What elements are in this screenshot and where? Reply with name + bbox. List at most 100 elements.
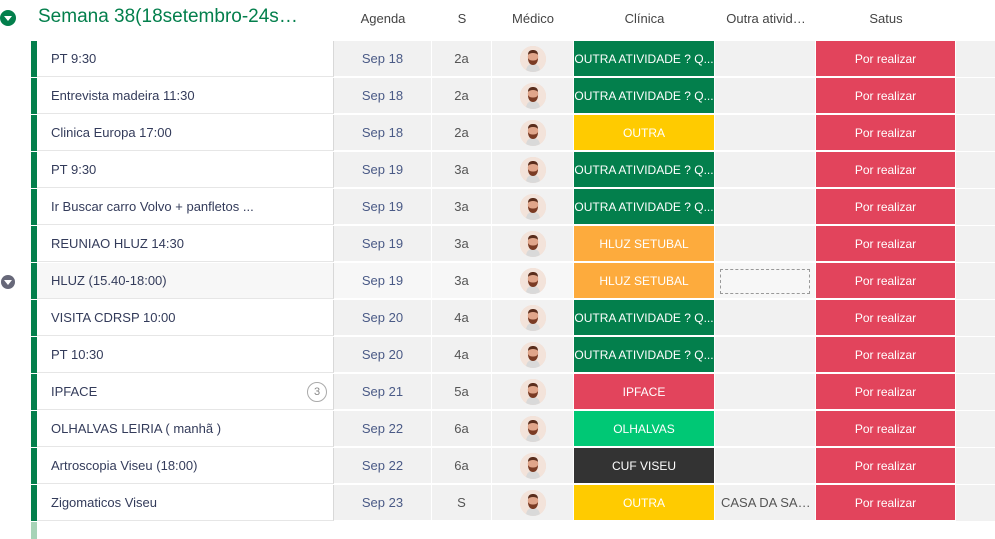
status-cell[interactable]: Por realizar <box>816 300 956 336</box>
collapse-group-icon[interactable] <box>0 10 16 26</box>
item-name-cell[interactable]: Clinica Europa 17:00 <box>37 115 334 151</box>
outra-atividade-cell[interactable] <box>715 300 816 336</box>
status-cell[interactable]: Por realizar <box>816 374 956 410</box>
item-name-cell[interactable]: VISITA CDRSP 10:00 <box>37 300 334 336</box>
agenda-date-cell[interactable]: Sep 23 <box>334 485 432 521</box>
table-row[interactable]: VISITA CDRSP 10:00 Sep 20 4a OUTRA ATIVIDAD… <box>0 300 995 337</box>
item-name[interactable]: VISITA CDRSP 10:00 <box>51 310 176 325</box>
weekday-cell[interactable]: 2a <box>432 78 492 114</box>
status-cell[interactable]: Por realizar <box>816 226 956 262</box>
agenda-date-cell[interactable]: Sep 18 <box>334 115 432 151</box>
table-row[interactable]: HLUZ (15.40-18:00) Sep 19 3a HLUZ SETUBAL Po… <box>0 263 995 300</box>
clinica-status-cell[interactable]: OUTRA <box>574 115 715 151</box>
agenda-date-cell[interactable]: Sep 18 <box>334 41 432 77</box>
item-name-cell[interactable]: PT 9:30 <box>37 41 334 77</box>
item-name[interactable]: Ir Buscar carro Volvo + panfletos ... <box>51 199 254 214</box>
table-row[interactable]: IPFACE 3 Sep 21 5a IPFACE Por realizar <box>0 374 995 411</box>
agenda-date-cell[interactable]: Sep 18 <box>334 78 432 114</box>
table-row[interactable]: Artroscopia Viseu (18:00) Sep 22 6a CUF VIS… <box>0 448 995 485</box>
table-row[interactable]: PT 9:30 Sep 19 3a OUTRA ATIVIDADE ? Q... Por… <box>0 152 995 189</box>
agenda-date-cell[interactable]: Sep 22 <box>334 448 432 484</box>
outra-atividade-cell[interactable] <box>715 374 816 410</box>
table-row[interactable]: Entrevista madeira 11:30 Sep 18 2a OUTRA AT… <box>0 78 995 115</box>
medico-person-cell[interactable] <box>492 152 574 188</box>
item-name[interactable]: REUNIAO HLUZ 14:30 <box>51 236 184 251</box>
medico-person-cell[interactable] <box>492 226 574 262</box>
table-row[interactable]: PT 10:30 Sep 20 4a OUTRA ATIVIDADE ? Q... Po… <box>0 337 995 374</box>
item-name[interactable]: Artroscopia Viseu (18:00) <box>51 458 198 473</box>
weekday-cell[interactable]: 2a <box>432 115 492 151</box>
agenda-date-cell[interactable]: Sep 20 <box>334 300 432 336</box>
medico-person-cell[interactable] <box>492 263 574 299</box>
outra-atividade-cell[interactable] <box>715 41 816 77</box>
item-name[interactable]: OLHALVAS LEIRIA ( manhã ) <box>51 421 222 436</box>
medico-person-cell[interactable] <box>492 189 574 225</box>
column-header-clinica[interactable]: Clínica <box>624 11 665 26</box>
column-header-outra-atividade[interactable]: Outra ativid… <box>726 11 806 26</box>
outra-atividade-cell[interactable]: CASA DA SAU... <box>715 485 816 521</box>
item-name-cell[interactable]: Entrevista madeira 11:30 <box>37 78 334 114</box>
outra-atividade-cell[interactable] <box>715 411 816 447</box>
table-row[interactable]: REUNIAO HLUZ 14:30 Sep 19 3a HLUZ SETUBAL Po… <box>0 226 995 263</box>
item-name-cell[interactable]: PT 9:30 <box>37 152 334 188</box>
status-cell[interactable]: Por realizar <box>816 78 956 114</box>
weekday-cell[interactable]: 5a <box>432 374 492 410</box>
weekday-cell[interactable]: 2a <box>432 41 492 77</box>
column-header-status[interactable]: Satus <box>869 11 903 26</box>
medico-person-cell[interactable] <box>492 78 574 114</box>
agenda-date-cell[interactable]: Sep 21 <box>334 374 432 410</box>
agenda-date-cell[interactable]: Sep 19 <box>334 189 432 225</box>
clinica-status-cell[interactable]: OLHALVAS <box>574 411 715 447</box>
column-header-s[interactable]: S <box>457 11 467 26</box>
add-item-row[interactable] <box>31 522 331 539</box>
weekday-cell[interactable]: 3a <box>432 189 492 225</box>
medico-person-cell[interactable] <box>492 41 574 77</box>
item-name-cell[interactable]: IPFACE 3 <box>37 374 334 410</box>
status-cell[interactable]: Por realizar <box>816 189 956 225</box>
text-edit-placeholder[interactable] <box>720 269 810 294</box>
item-name[interactable]: IPFACE <box>51 384 98 399</box>
clinica-status-cell[interactable]: CUF VISEU <box>574 448 715 484</box>
item-name[interactable]: PT 9:30 <box>51 51 97 66</box>
updates-count-badge[interactable]: 3 <box>307 382 327 402</box>
agenda-date-cell[interactable]: Sep 19 <box>334 152 432 188</box>
clinica-status-cell[interactable]: HLUZ SETUBAL <box>574 263 715 299</box>
clinica-status-cell[interactable]: OUTRA <box>574 485 715 521</box>
outra-atividade-cell[interactable] <box>715 337 816 373</box>
item-name-cell[interactable]: OLHALVAS LEIRIA ( manhã ) <box>37 411 334 447</box>
weekday-cell[interactable]: 3a <box>432 263 492 299</box>
status-cell[interactable]: Por realizar <box>816 41 956 77</box>
status-cell[interactable]: Por realizar <box>816 337 956 373</box>
table-row[interactable]: Zigomaticos Viseu Sep 23 S OUTRA CASA DA SAU… <box>0 485 995 522</box>
outra-atividade-cell[interactable] <box>715 78 816 114</box>
item-name-cell[interactable]: Artroscopia Viseu (18:00) <box>37 448 334 484</box>
weekday-cell[interactable]: S <box>432 485 492 521</box>
weekday-cell[interactable]: 4a <box>432 300 492 336</box>
item-name[interactable]: Zigomaticos Viseu <box>51 495 157 510</box>
medico-person-cell[interactable] <box>492 374 574 410</box>
clinica-status-cell[interactable]: OUTRA ATIVIDADE ? Q... <box>574 300 715 336</box>
status-cell[interactable]: Por realizar <box>816 263 956 299</box>
medico-person-cell[interactable] <box>492 337 574 373</box>
status-cell[interactable]: Por realizar <box>816 411 956 447</box>
outra-atividade-cell[interactable] <box>715 152 816 188</box>
clinica-status-cell[interactable]: OUTRA ATIVIDADE ? Q... <box>574 337 715 373</box>
outra-atividade-cell[interactable] <box>715 448 816 484</box>
status-cell[interactable]: Por realizar <box>816 115 956 151</box>
medico-person-cell[interactable] <box>492 485 574 521</box>
group-title[interactable]: Semana 38(18setembro-24set… <box>38 6 298 27</box>
table-row[interactable]: Clinica Europa 17:00 Sep 18 2a OUTRA Por rea… <box>0 115 995 152</box>
agenda-date-cell[interactable]: Sep 19 <box>334 263 432 299</box>
outra-atividade-cell[interactable] <box>715 189 816 225</box>
weekday-cell[interactable]: 4a <box>432 337 492 373</box>
item-name-cell[interactable]: PT 10:30 <box>37 337 334 373</box>
agenda-date-cell[interactable]: Sep 20 <box>334 337 432 373</box>
clinica-status-cell[interactable]: HLUZ SETUBAL <box>574 226 715 262</box>
medico-person-cell[interactable] <box>492 448 574 484</box>
weekday-cell[interactable]: 6a <box>432 448 492 484</box>
item-name-cell[interactable]: HLUZ (15.40-18:00) <box>37 263 334 299</box>
table-row[interactable]: PT 9:30 Sep 18 2a OUTRA ATIVIDADE ? Q... Por… <box>0 41 995 78</box>
medico-person-cell[interactable] <box>492 411 574 447</box>
row-menu-icon[interactable] <box>1 275 15 289</box>
item-name[interactable]: Clinica Europa 17:00 <box>51 125 172 140</box>
